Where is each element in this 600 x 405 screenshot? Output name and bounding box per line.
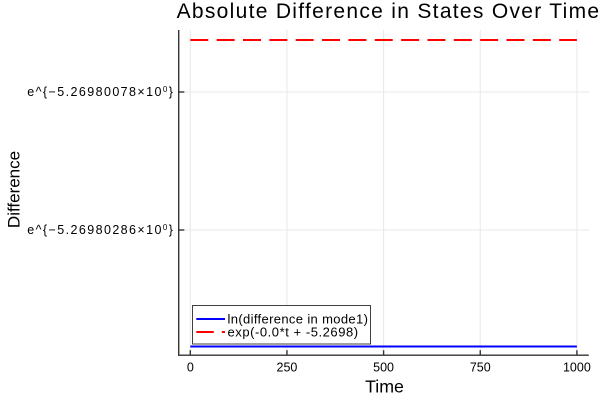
svg-text:Absolute Difference in States: Absolute Difference in States Over Time — [177, 0, 600, 23]
svg-text:0: 0 — [187, 360, 194, 374]
svg-text:750: 750 — [470, 360, 491, 374]
svg-text:500: 500 — [373, 360, 394, 374]
svg-text:250: 250 — [277, 360, 298, 374]
svg-text:Time: Time — [365, 376, 404, 396]
svg-text:1000: 1000 — [563, 360, 591, 374]
svg-text:Difference: Difference — [4, 151, 23, 228]
svg-text:e^{−5.26980078×100}: e^{−5.26980078×100} — [27, 85, 174, 99]
svg-text:exp(-0.0*t + -5.2698): exp(-0.0*t + -5.2698) — [228, 324, 359, 339]
svg-text:ln(difference in mode1): ln(difference in mode1) — [228, 312, 369, 327]
svg-text:e^{−5.26980286×100}: e^{−5.26980286×100} — [27, 223, 174, 237]
